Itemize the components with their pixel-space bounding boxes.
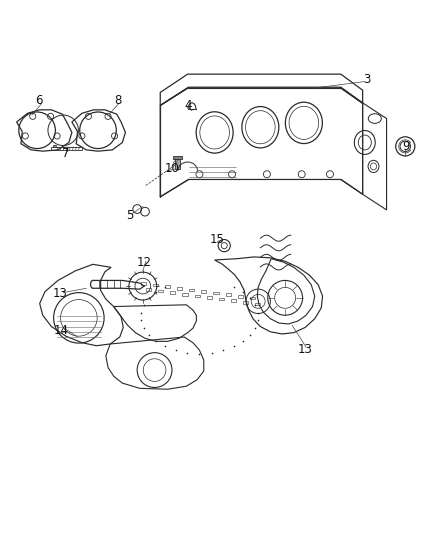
Text: 15: 15 [209,232,224,246]
Text: 12: 12 [137,256,152,269]
Text: 3: 3 [363,73,371,86]
Text: 7: 7 [62,147,70,160]
Text: 14: 14 [54,325,69,337]
Polygon shape [176,158,180,169]
Text: 6: 6 [35,94,42,107]
Text: 4: 4 [185,99,192,112]
Text: 9: 9 [403,140,410,153]
Text: 10: 10 [165,161,180,175]
Text: 13: 13 [298,343,313,356]
Text: 13: 13 [53,287,67,301]
Polygon shape [53,144,56,147]
Text: 8: 8 [114,94,122,107]
Polygon shape [173,156,182,158]
Text: 5: 5 [126,208,134,222]
